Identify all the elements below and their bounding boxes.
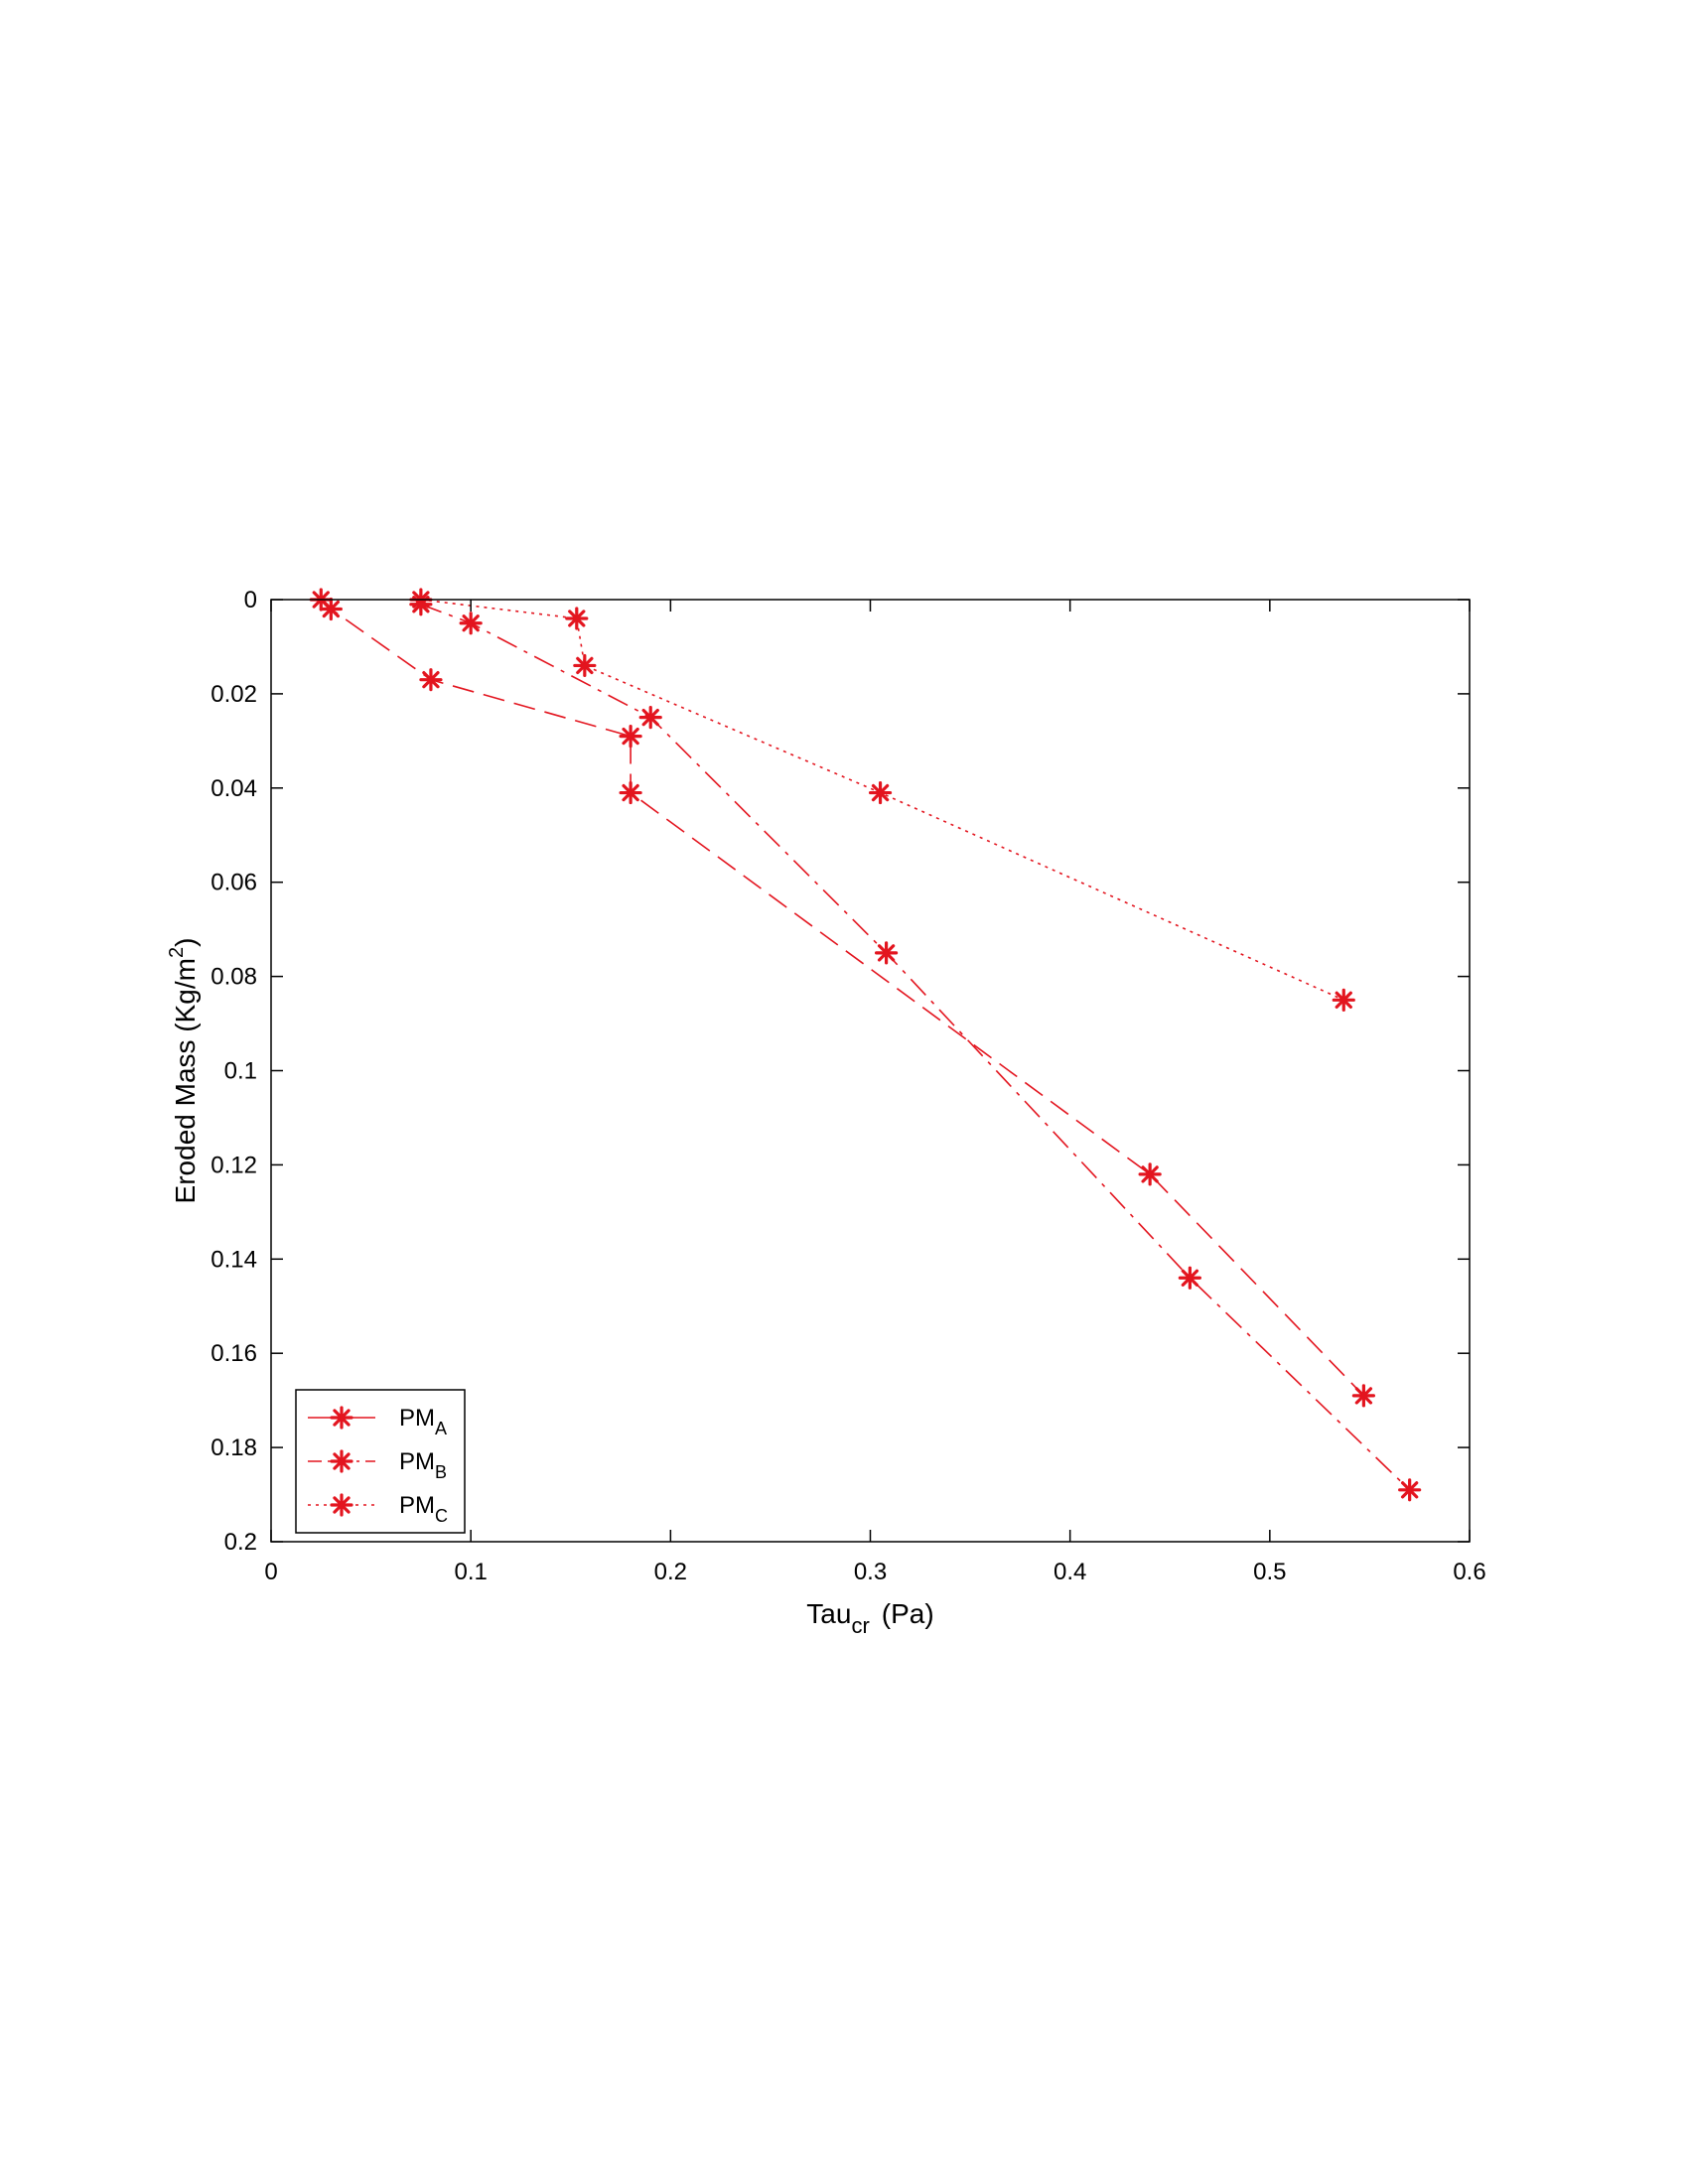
y-tick-label: 0.06 [211,870,257,896]
data-point-a [619,725,642,749]
data-point-c [565,607,589,630]
x-axis-label-unit: (Pa) [882,1598,934,1629]
y-tick-label: 0.16 [211,1340,257,1367]
series-line-a [320,599,1364,1397]
legend-box [295,1389,466,1534]
x-tick-label: 0.4 [1054,1559,1086,1585]
x-tick-label: 0.3 [854,1559,887,1585]
axis-ticks [270,599,1471,1543]
data-point-a [319,597,343,621]
plot-lines [320,599,1411,1491]
y-axis-label-end: ) [170,938,201,947]
legend-label-sub: B [435,1462,447,1482]
data-point-b [1178,1266,1201,1290]
data-point-c [868,780,893,805]
legend-item: PMA [308,1405,447,1438]
x-tick-label: 0.1 [454,1559,487,1585]
plot-markers [309,588,1422,1502]
data-point-b [1398,1478,1422,1502]
y-tick-label: 0.2 [224,1529,257,1556]
x-axis-label-main: Tau [806,1598,851,1629]
x-axis-label-sub: cr [851,1613,869,1638]
y-tick-label: 0.02 [211,681,257,708]
x-tick-label: 0.5 [1253,1559,1286,1585]
legend-item: PMB [308,1448,447,1482]
legend-item: PMC [308,1492,448,1526]
y-axis-label: Eroded Mass (Kg/m2) [166,938,201,1204]
data-point-c [1332,988,1355,1012]
legend-label-sub: A [435,1419,447,1438]
y-tick-label: 0.1 [224,1058,257,1085]
legend-label: PMC [399,1492,448,1526]
x-tick-labels: 0 0.1 0.2 0.3 0.4 0.5 0.6 [264,1559,1485,1585]
y-tick-label: 0.08 [211,964,257,991]
data-point-c [573,653,597,678]
y-axis-label-main: Eroded Mass (Kg/m [170,958,201,1203]
x-tick-label: 0.2 [654,1559,687,1585]
legend-label: PMB [399,1448,447,1482]
legend-label-sub: C [435,1506,448,1526]
legend-label-main: PM [399,1448,435,1475]
y-tick-label: 0.04 [211,775,257,802]
legend-label-main: PM [399,1405,435,1432]
y-tick-label: 0.18 [211,1434,257,1461]
series-line-b [420,603,1411,1491]
data-point-a [619,780,642,805]
y-axis-label-sup: 2 [166,947,188,958]
x-tick-label: 0 [264,1559,277,1585]
series-line-c [420,599,1344,1002]
y-tick-label: 0.12 [211,1152,257,1178]
legend-marker [330,1449,353,1473]
legend-marker [330,1406,353,1430]
legend-marker [330,1493,353,1517]
legend-label: PMA [399,1405,447,1438]
data-point-a [419,668,443,692]
y-tick-label: 0 [244,587,257,614]
data-point-a [1138,1162,1162,1186]
y-tick-label: 0.14 [211,1246,257,1273]
data-point-b [638,706,662,730]
data-point-b [459,612,483,635]
x-tick-label: 0.6 [1453,1559,1485,1585]
x-axis-label: Taucr (Pa) [806,1598,933,1638]
legend-label-main: PM [399,1492,435,1519]
data-point-a [1351,1384,1375,1408]
y-tick-labels: 0 0.02 0.04 0.06 0.08 0.1 0.12 0.14 0.16 0.18 0.2 [211,587,257,1556]
data-point-b [874,941,899,965]
